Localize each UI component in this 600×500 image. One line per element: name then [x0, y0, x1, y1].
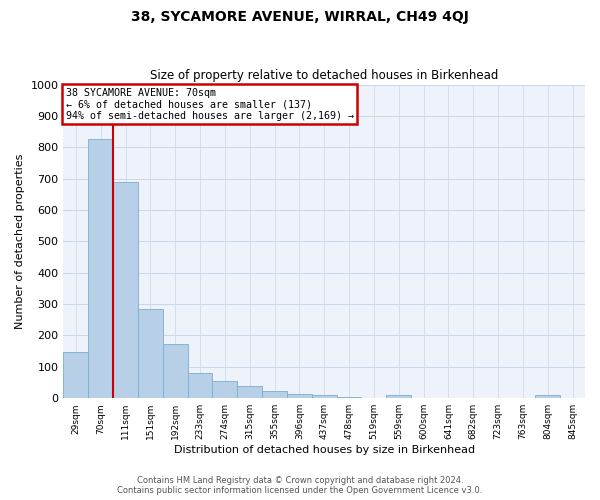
- Bar: [113, 182, 138, 398]
- Y-axis label: Number of detached properties: Number of detached properties: [15, 154, 25, 329]
- Text: 38 SYCAMORE AVENUE: 70sqm
← 6% of detached houses are smaller (137)
94% of semi-: 38 SYCAMORE AVENUE: 70sqm ← 6% of detach…: [66, 88, 354, 121]
- Bar: [138, 310, 163, 398]
- Bar: [535, 395, 560, 398]
- Bar: [337, 396, 361, 398]
- Bar: [188, 373, 212, 398]
- Bar: [64, 352, 88, 398]
- Bar: [262, 392, 287, 398]
- Bar: [237, 386, 262, 398]
- Bar: [312, 395, 337, 398]
- Bar: [287, 394, 312, 398]
- X-axis label: Distribution of detached houses by size in Birkenhead: Distribution of detached houses by size …: [173, 445, 475, 455]
- Bar: [88, 138, 113, 398]
- Bar: [212, 381, 237, 398]
- Text: Contains HM Land Registry data © Crown copyright and database right 2024.
Contai: Contains HM Land Registry data © Crown c…: [118, 476, 482, 495]
- Text: 38, SYCAMORE AVENUE, WIRRAL, CH49 4QJ: 38, SYCAMORE AVENUE, WIRRAL, CH49 4QJ: [131, 10, 469, 24]
- Title: Size of property relative to detached houses in Birkenhead: Size of property relative to detached ho…: [150, 69, 499, 82]
- Bar: [386, 395, 411, 398]
- Bar: [163, 344, 188, 398]
